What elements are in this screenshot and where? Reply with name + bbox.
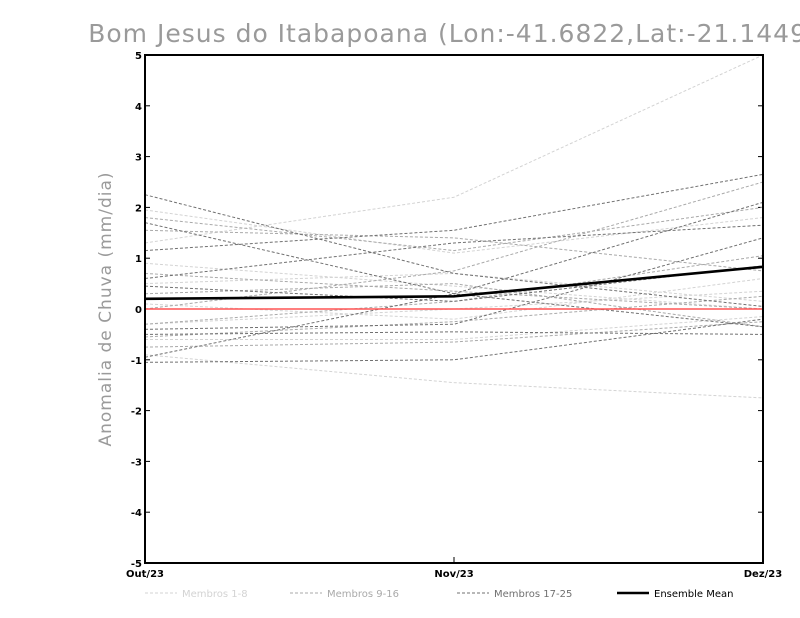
member-series-line: [144, 318, 764, 363]
legend-label: Membros 17-25: [494, 589, 572, 600]
ensemble-mean-layer: [144, 265, 764, 301]
y-tick-label: 3: [135, 153, 142, 164]
member-series-line: [144, 321, 764, 348]
member-series-line: [144, 262, 764, 310]
y-tick-label: 2: [135, 203, 142, 214]
member-series-line: [144, 278, 764, 320]
x-tick-label: Out/23: [126, 569, 164, 580]
y-tick-label: 5: [135, 51, 142, 62]
member-series-line: [144, 295, 764, 338]
member-series-line: [144, 354, 764, 399]
y-tick-label: 0: [135, 305, 142, 316]
member-series-line: [144, 54, 764, 244]
legend-label: Ensemble Mean: [654, 589, 733, 600]
x-tick-label: Nov/23: [434, 569, 473, 580]
member-series-line: [144, 201, 764, 358]
member-series-line: [144, 229, 764, 272]
member-series-line: [144, 173, 764, 252]
y-tick-label: -4: [131, 508, 142, 519]
x-axis-ticks: Out/23 Nov/23 Dez/23: [126, 557, 782, 580]
y-tick-label: -3: [131, 457, 142, 468]
y-tick-label: -5: [131, 559, 142, 570]
member-series-line: [144, 224, 764, 280]
legend-label: Membros 1-8: [182, 589, 248, 600]
y-axis-label: Anomalia de Chuva (mm/dia): [96, 171, 116, 446]
ensemble-mean-line: [144, 265, 764, 301]
member-series-line: [144, 209, 764, 254]
y-tick-label: -2: [131, 407, 142, 418]
y-tick-label: -1: [131, 356, 142, 367]
member-series-line: [144, 194, 764, 307]
member-series-line: [144, 181, 764, 310]
x-tick-label: Dez/23: [744, 569, 783, 580]
member-series-line: [144, 237, 764, 330]
member-series-line: [145, 316, 764, 340]
y-tick-label: 4: [135, 102, 142, 113]
member-series-line: [144, 206, 764, 252]
member-series-line: [144, 331, 764, 335]
member-series-line: [144, 290, 764, 325]
member-series-line: [144, 272, 764, 310]
y-axis-ticks: -5 -4 -3 -2 -1 0 1 2 3 4 5: [131, 51, 763, 570]
y-tick-label: 1: [135, 254, 142, 265]
legend-label: Membros 9-16: [327, 589, 399, 600]
series-layer: [144, 54, 764, 399]
plot-frame: [144, 54, 764, 564]
member-series-line: [144, 283, 764, 328]
chart-title: Bom Jesus do Itabapoana (Lon:-41.6822,La…: [88, 19, 800, 48]
legend: Membros 1-8 Membros 9-16 Membros 17-25 Ense…: [145, 589, 733, 600]
